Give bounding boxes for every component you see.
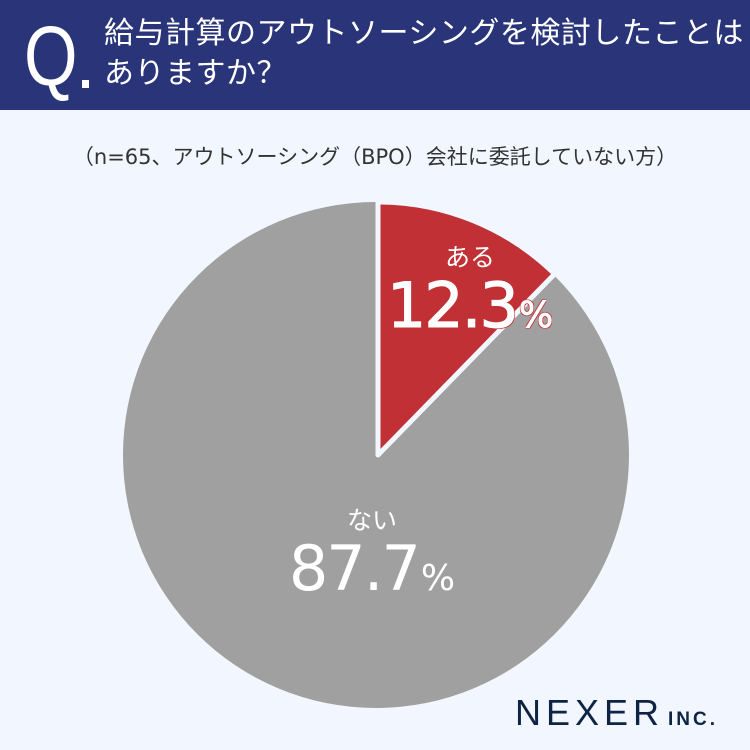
slice-label-yes: ある 12.3% xyxy=(370,243,570,349)
pie-slice-yes xyxy=(375,199,558,458)
question-header: Q 給与計算のアウトソーシングを検討したことは ありますか？ xyxy=(0,0,750,110)
slice-value-no: 87.7% xyxy=(272,536,472,612)
slice-category-yes: ある xyxy=(444,243,495,272)
question-line-2: ありますか？ xyxy=(104,56,287,91)
question-text: 給与計算のアウトソーシングを検討したことは ありますか？ xyxy=(104,14,744,94)
slice-number-no: 87.7 xyxy=(288,532,421,605)
nexer-logo: NEXER INC. xyxy=(515,692,718,734)
logo-suffix: INC. xyxy=(668,709,719,730)
slice-value-yes: 12.3% xyxy=(370,272,570,349)
percent-sign: % xyxy=(518,295,554,337)
sample-note: （n=65、アウトソーシング（BPO）会社に委託していない方） xyxy=(72,145,678,169)
slice-number-yes: 12.3 xyxy=(386,269,519,342)
percent-sign: % xyxy=(420,558,456,599)
slice-label-no: ない 87.7% xyxy=(272,506,472,612)
logo-name: NEXER xyxy=(515,692,665,733)
q-mark-icon: Q xyxy=(24,9,78,103)
slice-category-no: ない xyxy=(346,506,397,535)
question-line-1: 給与計算のアウトソーシングを検討したことは xyxy=(104,16,744,51)
q-dot-icon xyxy=(82,80,89,88)
